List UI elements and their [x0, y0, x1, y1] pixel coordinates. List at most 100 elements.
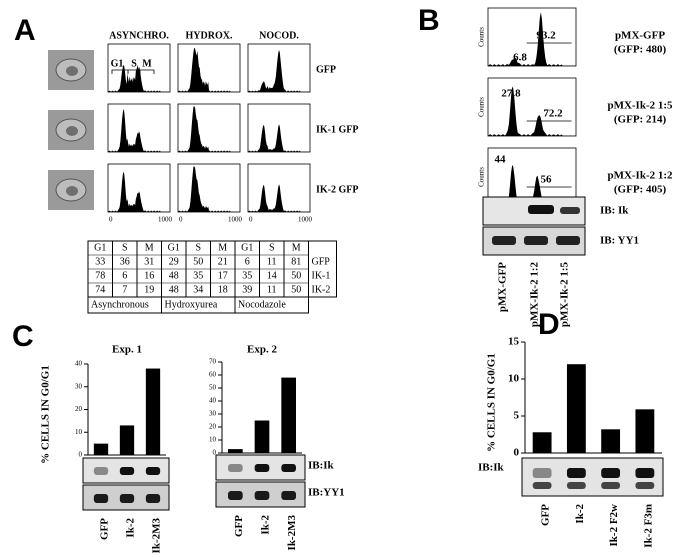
- label: 44: [495, 154, 507, 166]
- histogram: [108, 171, 170, 212]
- label: 27.8: [501, 88, 521, 100]
- label: G1: [94, 242, 106, 253]
- blot-band: [635, 468, 655, 478]
- histogram-frame: [177, 163, 241, 213]
- label: 11: [267, 256, 277, 267]
- label: Hydroxyurea: [165, 299, 218, 310]
- label: 50: [193, 256, 203, 267]
- label: 1000: [158, 216, 173, 224]
- label: 50: [291, 284, 301, 295]
- label: 34: [193, 284, 203, 295]
- phase-bracket: [111, 69, 155, 74]
- histogram-frame: [487, 7, 577, 67]
- label: 1000: [228, 216, 243, 224]
- label: 60: [209, 371, 217, 379]
- blot-band: [635, 482, 655, 489]
- label: (GFP: 480): [614, 44, 667, 56]
- cell-image: [66, 66, 78, 76]
- label: HYDROX.: [186, 30, 233, 41]
- lane-label: Ik-2: [574, 504, 586, 524]
- label: 78: [95, 270, 105, 281]
- label: IB: Ik: [600, 205, 629, 217]
- label: 20: [209, 423, 217, 431]
- lane-label: GFP: [540, 504, 552, 526]
- blot-band: [532, 482, 552, 489]
- label: 74: [95, 284, 105, 295]
- label: pMX-Ik-2 1:5: [607, 100, 673, 112]
- label: (GFP: 405): [614, 184, 667, 196]
- label: 11: [267, 284, 277, 295]
- label: 72.2: [543, 108, 563, 120]
- bar: [601, 429, 621, 453]
- cell-image: [66, 186, 78, 196]
- label: 40: [209, 397, 217, 405]
- label: G1: [111, 58, 124, 69]
- lane-label: pMX-GFP: [497, 262, 509, 312]
- blot-band: [556, 236, 580, 245]
- label: 56: [541, 174, 553, 186]
- label: S: [122, 242, 128, 253]
- label: 10: [75, 428, 83, 436]
- lane-label: Ik-2 F3m: [642, 504, 654, 548]
- blot-band: [492, 236, 516, 245]
- label: ASYNCHRO.: [109, 30, 169, 41]
- label: IB: YY1: [600, 235, 639, 247]
- label: 31: [144, 256, 154, 267]
- blot-band: [254, 464, 270, 472]
- label: 18: [218, 284, 228, 295]
- label: GFP: [312, 256, 331, 267]
- lane-label: Ik-2M3: [151, 518, 163, 554]
- blot-band: [566, 482, 586, 489]
- blot-band: [145, 494, 161, 503]
- panel-label: D: [538, 308, 560, 341]
- label: 6.8: [513, 52, 527, 64]
- label: 30: [75, 382, 83, 390]
- bar: [93, 443, 109, 455]
- blot-band: [254, 491, 270, 500]
- axis-title: Counts: [478, 97, 486, 117]
- blot-band: [532, 468, 552, 478]
- bar: [228, 449, 243, 453]
- histogram: [178, 47, 240, 92]
- label: 0: [514, 447, 520, 459]
- label: 81: [291, 256, 301, 267]
- label: IB:Ik: [478, 462, 505, 474]
- blot-band: [566, 468, 586, 478]
- label: S: [131, 58, 137, 69]
- histogram: [488, 12, 576, 66]
- bar: [145, 368, 161, 455]
- label: 0: [179, 216, 183, 224]
- bar: [281, 377, 296, 453]
- label: 40: [75, 360, 83, 368]
- panel-label: B: [418, 4, 440, 37]
- label: G1: [168, 242, 180, 253]
- axis-title: Counts: [478, 167, 486, 187]
- label: M: [142, 58, 152, 69]
- blot-band: [524, 236, 548, 245]
- lane-label: Ik-2: [125, 518, 137, 538]
- lane-label: GFP: [99, 518, 111, 540]
- label: 20: [75, 405, 83, 413]
- label: 17: [218, 270, 228, 281]
- label: 1000: [298, 216, 313, 224]
- lane-label: Ik-2M3: [286, 515, 298, 551]
- label: 10: [209, 436, 217, 444]
- label: 7: [122, 284, 127, 295]
- label: IK-2 GFP: [316, 184, 359, 195]
- blot-band: [93, 467, 109, 475]
- histogram: [178, 106, 240, 152]
- blot-band: [119, 494, 135, 503]
- label: pMX-GFP: [615, 30, 665, 42]
- blot-band: [281, 491, 296, 500]
- label: 33: [95, 256, 105, 267]
- label: 36: [120, 256, 130, 267]
- label: 16: [144, 270, 154, 281]
- bar: [566, 364, 586, 453]
- label: 50: [291, 270, 301, 281]
- histogram-frame: [177, 103, 241, 153]
- label: NOCOD.: [259, 30, 299, 41]
- axis-title: % CELLS IN G0/G1: [40, 365, 52, 464]
- label: 35: [193, 270, 203, 281]
- label: 29: [169, 256, 179, 267]
- blot-band: [145, 467, 161, 475]
